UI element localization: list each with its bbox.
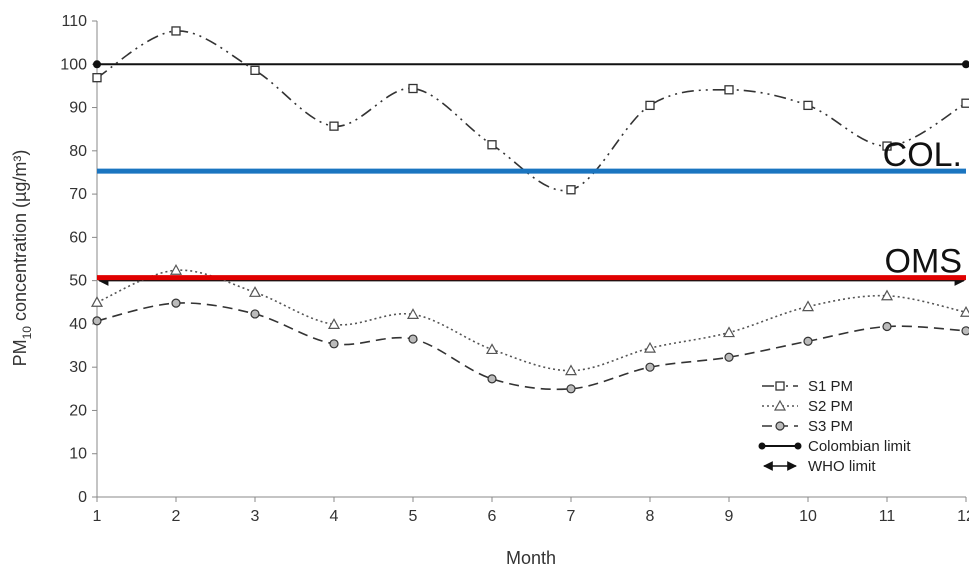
series-line-1	[96, 30, 967, 192]
series-1-point	[408, 83, 418, 94]
series-3-point	[171, 298, 181, 308]
legend-marker	[775, 381, 785, 391]
x-tick-label: 8	[646, 508, 655, 525]
y-tick-label: 20	[69, 402, 87, 419]
legend-label: WHO limit	[808, 458, 876, 475]
y-axis-label: PM10 concentration (µg/m³)	[10, 150, 34, 367]
series-2-point	[880, 289, 894, 301]
series-line-3	[96, 302, 967, 391]
series-line-2	[96, 269, 967, 372]
x-tick-label: 1	[93, 508, 102, 525]
legend-marker	[773, 399, 787, 411]
overlay-label-oms: OMS	[885, 243, 962, 281]
x-tick-label: 2	[172, 508, 181, 525]
series-1-point	[566, 185, 576, 195]
series-3-point	[961, 326, 969, 336]
series-1-point	[250, 65, 260, 75]
series-3-point	[92, 316, 102, 326]
series-3-point	[250, 309, 260, 319]
y-tick-label: 70	[69, 186, 87, 203]
legend-marker	[794, 442, 802, 450]
x-axis-label: Month	[506, 548, 556, 568]
series-2-point	[248, 286, 262, 297]
legend-marker	[758, 442, 766, 450]
series-2-point	[169, 264, 183, 275]
x-tick-label: 4	[330, 508, 339, 525]
legend: S1 PM S2 PM S3 PM Colombian limit WHO limit	[758, 378, 911, 475]
y-tick-label: 40	[69, 316, 87, 333]
series-markers	[90, 26, 969, 394]
series-1-point	[487, 140, 497, 150]
y-tick-label: 30	[69, 359, 87, 376]
legend-label: S1 PM	[808, 378, 853, 395]
x-tick-label: 9	[725, 508, 734, 525]
series-1-point	[645, 100, 655, 111]
series-2-point	[485, 343, 499, 355]
y-tick-label: 90	[69, 100, 87, 117]
series-1-point	[803, 100, 813, 111]
series-1-point	[329, 121, 339, 131]
series-3-point	[803, 336, 813, 346]
y-tick-label: 110	[61, 13, 87, 30]
series-2-point	[801, 300, 815, 312]
legend-label: Colombian limit	[808, 438, 911, 455]
y-tick-label: 0	[78, 489, 87, 506]
x-tick-label: 7	[567, 508, 576, 525]
y-axis-ticks: 0 10 20 30 40 50 60 70 80 90 100 110	[60, 13, 97, 506]
y-tick-label: 50	[69, 273, 87, 290]
series-3-point	[408, 334, 418, 344]
x-axis-ticks: 123456789101112	[93, 497, 969, 525]
series-3-point	[566, 384, 576, 394]
series-1-point	[171, 26, 181, 36]
colombian-limit-dot	[93, 60, 101, 69]
reference-lines	[93, 60, 969, 286]
legend-label: S3 PM	[808, 418, 853, 435]
series-1-point	[92, 73, 102, 83]
x-tick-label: 5	[409, 508, 418, 525]
colombian-limit-dot	[962, 60, 969, 69]
series-3-point	[329, 339, 339, 349]
legend-marker	[775, 421, 785, 431]
overlay-label-col: COL.	[883, 136, 962, 174]
series-2-point	[327, 318, 341, 329]
legend-label: S2 PM	[808, 398, 853, 415]
series-2-point	[643, 341, 657, 353]
y-tick-label: 10	[69, 446, 87, 463]
series-2-point	[722, 326, 736, 338]
series-1-point	[882, 141, 892, 151]
series-3-point	[487, 374, 497, 384]
series-1-point	[724, 85, 734, 95]
series-3-point	[724, 352, 734, 362]
x-tick-label: 12	[957, 508, 969, 525]
x-tick-label: 3	[251, 508, 260, 525]
overlay-lines: COL. OMS	[97, 136, 966, 281]
series-2-point	[564, 364, 578, 376]
x-tick-label: 11	[879, 508, 896, 525]
series-3-point	[882, 321, 892, 332]
series-2-point	[406, 308, 420, 319]
series-2-point	[90, 296, 104, 307]
y-tick-label: 80	[69, 143, 87, 160]
y-tick-label: 100	[60, 56, 87, 73]
series-1-point	[961, 98, 969, 108]
y-tick-label: 60	[69, 229, 87, 246]
x-tick-label: 6	[488, 508, 497, 525]
series-lines	[96, 30, 967, 391]
x-tick-label: 10	[799, 508, 817, 525]
series-3-point	[645, 362, 655, 372]
